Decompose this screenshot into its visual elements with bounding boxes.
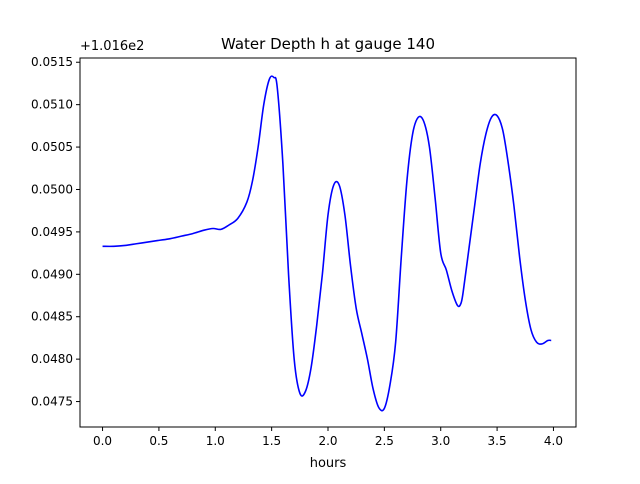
y-tick-label: 0.0475 xyxy=(31,395,73,409)
y-offset-label: +1.016e2 xyxy=(80,39,144,54)
x-tick-label: 2.5 xyxy=(375,434,394,448)
y-tick-label: 0.0505 xyxy=(31,140,73,154)
x-tick-label: 4.0 xyxy=(544,434,563,448)
y-axis-ticks: 0.0475 0.0480 0.0485 0.0490 0.0495 0.0500 0.05… xyxy=(31,55,80,409)
x-tick-label: 3.0 xyxy=(431,434,450,448)
x-tick-label: 1.0 xyxy=(206,434,225,448)
y-tick-label: 0.0485 xyxy=(31,310,73,324)
x-axis-ticks: 0.0 0.5 1.0 1.5 2.0 2.5 3.0 3.5 4.0 xyxy=(93,427,563,448)
y-tick-label: 0.0480 xyxy=(31,352,73,366)
y-tick-label: 0.0490 xyxy=(31,267,73,281)
x-tick-label: 0.0 xyxy=(93,434,112,448)
x-tick-label: 1.5 xyxy=(262,434,281,448)
x-tick-label: 3.5 xyxy=(488,434,507,448)
chart-title: Water Depth h at gauge 140 xyxy=(221,35,435,53)
y-tick-label: 0.0495 xyxy=(31,225,73,239)
x-axis-label: hours xyxy=(310,456,347,471)
series-line xyxy=(102,75,552,412)
y-tick-label: 0.0510 xyxy=(31,98,73,112)
x-tick-label: 0.5 xyxy=(149,434,168,448)
x-tick-label: 2.0 xyxy=(318,434,337,448)
y-tick-label: 0.0500 xyxy=(31,182,73,196)
y-tick-label: 0.0515 xyxy=(31,55,73,69)
plot-series-group xyxy=(102,75,552,412)
plot-area-frame xyxy=(79,57,577,428)
